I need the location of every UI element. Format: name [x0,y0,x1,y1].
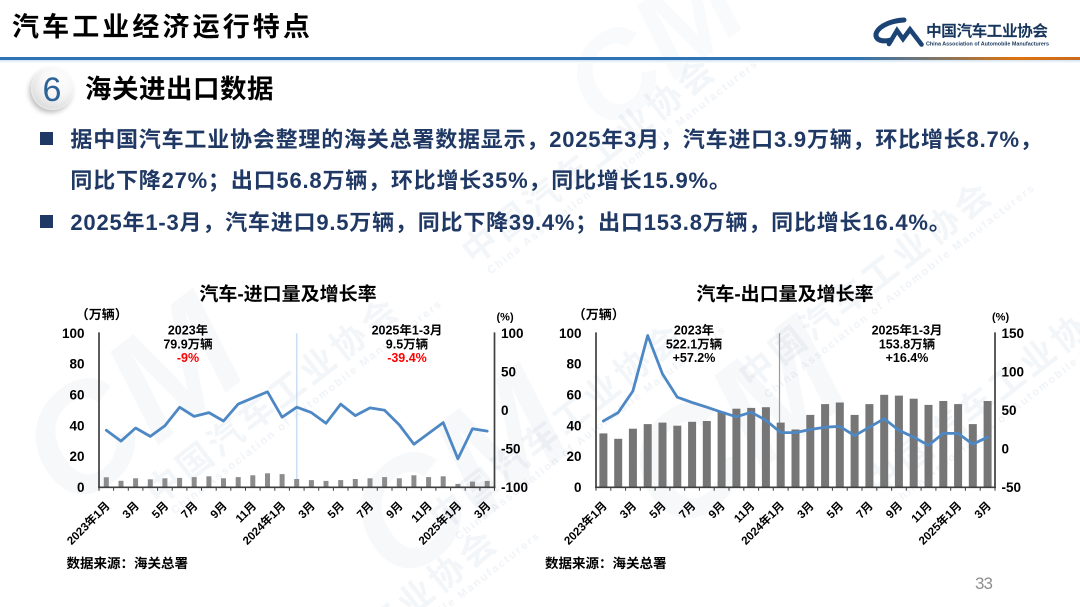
svg-text:9月: 9月 [207,498,231,522]
svg-text:0: 0 [501,399,509,419]
svg-text:2023年: 2023年 [168,320,208,339]
svg-text:80: 80 [566,353,581,373]
svg-text:79.9万辆: 79.9万辆 [163,334,213,353]
svg-text:9.5万辆: 9.5万辆 [386,334,429,353]
svg-text:-50: -50 [501,437,521,457]
svg-text:0: 0 [574,476,582,496]
svg-text:-9%: -9% [177,347,199,366]
svg-text:3月: 3月 [470,498,494,522]
svg-text:7月: 7月 [353,498,377,522]
svg-text:50: 50 [1002,399,1017,419]
svg-text:20: 20 [566,445,581,465]
svg-text:0: 0 [1002,437,1010,457]
svg-text:40: 40 [69,414,84,434]
svg-text:（万辆）: （万辆） [573,304,625,323]
svg-text:5月: 5月 [646,498,670,522]
svg-text:3月: 3月 [294,498,318,522]
svg-text:153.8万辆: 153.8万辆 [879,334,936,353]
svg-text:9月: 9月 [882,498,906,522]
svg-text:9月: 9月 [705,498,729,522]
svg-text:汽车-出口量及增长率: 汽车-出口量及增长率 [696,280,873,307]
svg-text:50: 50 [501,360,516,380]
svg-text:汽车-进口量及增长率: 汽车-进口量及增长率 [199,280,376,307]
svg-text:7月: 7月 [177,498,201,522]
svg-text:100: 100 [1002,360,1025,380]
svg-text:3月: 3月 [616,498,640,522]
svg-text:100: 100 [501,322,524,342]
svg-text:60: 60 [69,383,84,403]
svg-text:2025年1-3月: 2025年1-3月 [872,320,943,339]
svg-text:20: 20 [69,445,84,465]
svg-text:2023年1月: 2023年1月 [560,498,610,548]
svg-text:（万辆）: （万辆） [76,304,128,323]
svg-text:7月: 7月 [675,498,699,522]
svg-text:60: 60 [566,383,581,403]
svg-text:2023年1月: 2023年1月 [63,498,113,548]
svg-text:数据来源：海关总署: 数据来源：海关总署 [545,552,667,572]
svg-text:7月: 7月 [852,498,876,522]
svg-text:中国汽车工业协会: 中国汽车工业协会 [926,19,1048,42]
svg-text:数据来源：海关总署: 数据来源：海关总署 [67,552,189,572]
svg-text:(%): (%) [992,309,1009,325]
svg-text:100: 100 [62,322,85,342]
svg-text:+57.2%: +57.2% [673,347,716,366]
svg-text:5月: 5月 [148,498,172,522]
svg-text:3月: 3月 [971,498,995,522]
svg-text:2025年1-3月: 2025年1-3月 [372,320,443,339]
svg-text:-100: -100 [501,476,528,496]
svg-text:150: 150 [1002,322,1025,342]
svg-text:40: 40 [566,414,581,434]
svg-text:+16.4%: +16.4% [886,347,929,366]
svg-text:(%): (%) [497,309,514,325]
svg-text:9月: 9月 [382,498,406,522]
svg-text:-39.4%: -39.4% [387,347,427,366]
svg-text:3月: 3月 [793,498,817,522]
svg-text:3月: 3月 [119,498,143,522]
svg-text:0: 0 [77,476,85,496]
svg-text:5月: 5月 [324,498,348,522]
svg-text:China Association of Automobil: China Association of Automobile Manufact… [926,42,1049,48]
svg-text:5月: 5月 [823,498,847,522]
svg-text:100: 100 [559,322,582,342]
svg-text:2023年: 2023年 [674,320,714,339]
svg-text:80: 80 [69,353,84,373]
svg-text:522.1万辆: 522.1万辆 [666,334,723,353]
svg-text:-50: -50 [1002,476,1022,496]
